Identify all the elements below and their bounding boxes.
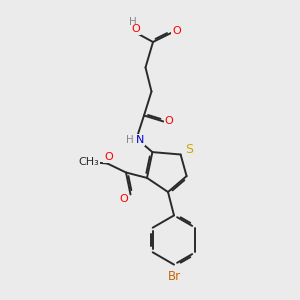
Text: O: O <box>131 24 140 34</box>
Text: CH₃: CH₃ <box>78 157 99 167</box>
Text: H: H <box>129 16 137 27</box>
Text: H: H <box>126 135 134 145</box>
Text: Br: Br <box>168 269 181 283</box>
Text: O: O <box>119 194 128 204</box>
Text: O: O <box>172 26 181 37</box>
Text: N: N <box>136 135 144 145</box>
Text: S: S <box>185 142 193 156</box>
Text: O: O <box>104 152 113 162</box>
Text: O: O <box>164 116 173 126</box>
